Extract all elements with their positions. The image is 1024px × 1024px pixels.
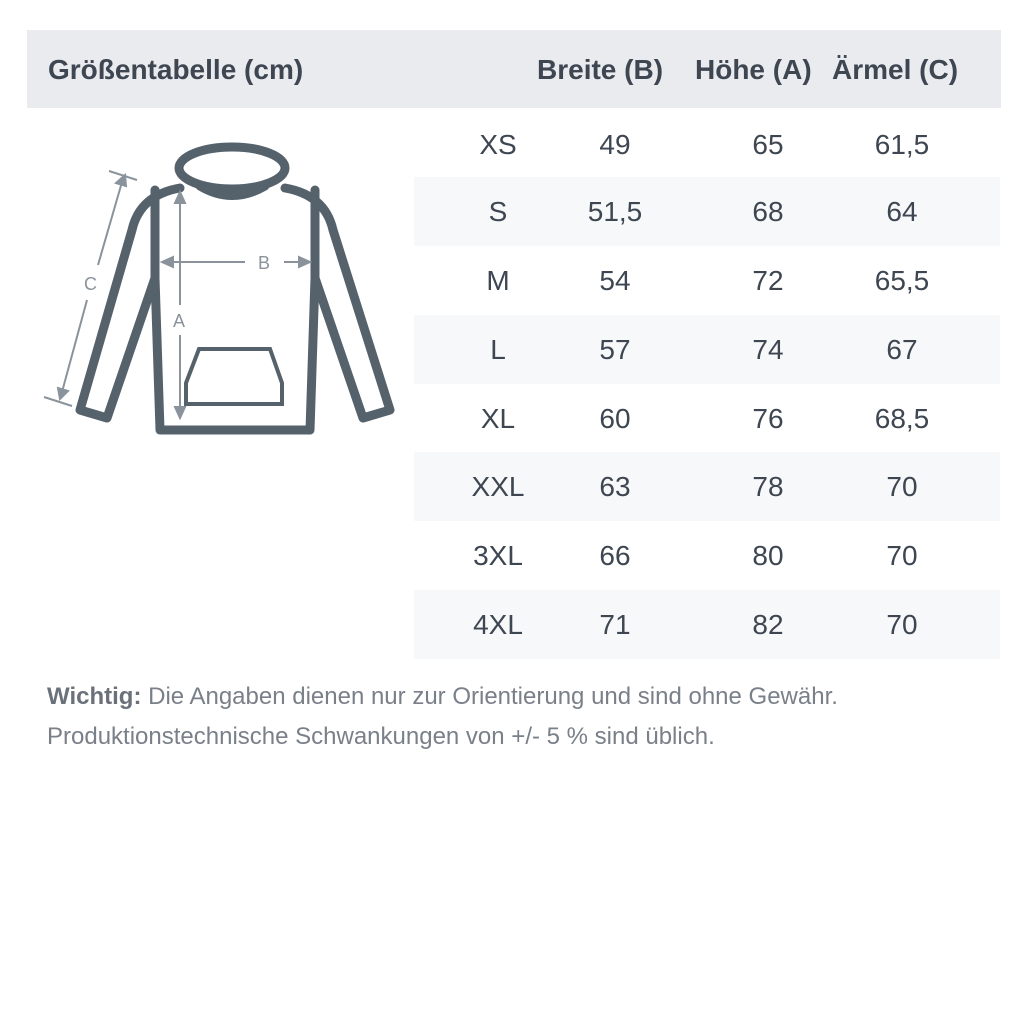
cell-aermel: 61,5	[874, 128, 930, 160]
cell-hoehe: 78	[752, 470, 784, 502]
column-header-aermel: Ärmel (C)	[832, 54, 959, 85]
cell-size: L	[490, 333, 506, 365]
cell-size: S	[488, 195, 508, 227]
cell-size: 4XL	[473, 608, 523, 640]
cell-aermel: 70	[886, 539, 918, 571]
cell-hoehe: 82	[752, 608, 784, 640]
cell-breite: 54	[599, 264, 631, 296]
cell-aermel: 68,5	[874, 402, 930, 434]
table-row: L 57 74 67	[414, 315, 1000, 384]
table-row: 3XL 66 80 70	[414, 521, 1000, 590]
cell-hoehe: 68	[752, 195, 784, 227]
table-row: XXL 63 78 70	[414, 452, 1000, 521]
label-c: C	[84, 274, 97, 294]
cell-size: XL	[480, 402, 516, 434]
note-line1: Die Angaben dienen nur zur Orientierung …	[141, 683, 838, 710]
cell-breite: 49	[599, 128, 631, 160]
table-row: XS 49 65 61,5	[414, 110, 1000, 179]
cell-breite: 63	[599, 470, 631, 502]
cell-breite: 57	[599, 333, 631, 365]
cell-size: XXL	[471, 470, 525, 502]
cell-aermel: 70	[886, 470, 918, 502]
cell-aermel: 70	[886, 608, 918, 640]
table-row: 4XL 71 82 70	[414, 590, 1000, 659]
cell-hoehe: 76	[752, 402, 784, 434]
cell-size: M	[486, 264, 510, 296]
column-header-hoehe: Höhe (A)	[695, 54, 812, 85]
column-header-breite: Breite (B)	[537, 54, 664, 85]
disclaimer-note: Wichtig: Die Angaben dienen nur zur Orie…	[47, 677, 838, 757]
hoodie-diagram: A B C	[43, 142, 395, 435]
cell-hoehe: 65	[752, 128, 784, 160]
table-row: M 54 72 65,5	[414, 246, 1000, 315]
table-row: S 51,5 68 64	[414, 177, 1000, 246]
label-b: B	[258, 253, 270, 273]
page-title: Größentabelle (cm)	[48, 54, 304, 85]
cell-hoehe: 72	[752, 264, 784, 296]
table-header: Größentabelle (cm) Breite (B) Höhe (A) Ä…	[27, 30, 1001, 108]
cell-hoehe: 74	[752, 333, 784, 365]
note-bold: Wichtig:	[47, 683, 142, 710]
cell-aermel: 67	[886, 333, 918, 365]
table-row: XL 60 76 68,5	[414, 384, 1000, 453]
label-a: A	[173, 311, 185, 331]
cell-breite: 60	[599, 402, 631, 434]
cell-breite: 71	[599, 608, 631, 640]
cell-hoehe: 80	[752, 539, 784, 571]
cell-size: XS	[479, 128, 517, 160]
cell-aermel: 64	[886, 195, 918, 227]
note-line2: Produktionstechnische Schwankungen von +…	[47, 723, 715, 750]
cell-aermel: 65,5	[874, 264, 930, 296]
cell-breite: 51,5	[587, 195, 643, 227]
cell-size: 3XL	[473, 539, 523, 571]
cell-breite: 66	[599, 539, 631, 571]
